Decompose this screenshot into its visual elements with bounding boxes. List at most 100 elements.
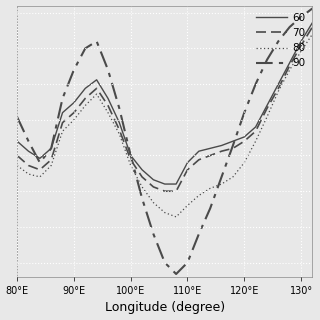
70 [83, 96, 87, 100]
90 [208, 206, 212, 210]
80 [83, 104, 87, 108]
70 [140, 175, 144, 179]
60 [276, 82, 280, 86]
90 [72, 68, 76, 72]
60 [60, 111, 64, 115]
90 [15, 115, 19, 119]
60 [49, 147, 53, 150]
90 [265, 58, 269, 62]
60 [151, 178, 155, 182]
60 [220, 144, 223, 148]
90 [151, 232, 155, 236]
80 [208, 187, 212, 190]
60 [83, 86, 87, 90]
70 [299, 44, 303, 47]
90 [83, 46, 87, 50]
80 [129, 164, 132, 167]
80 [117, 132, 121, 136]
80 [242, 161, 246, 164]
80 [231, 175, 235, 179]
70 [242, 139, 246, 143]
60 [27, 149, 30, 153]
90 [163, 261, 167, 265]
80 [72, 118, 76, 122]
60 [95, 78, 99, 82]
70 [163, 189, 167, 193]
60 [163, 182, 167, 186]
70 [276, 86, 280, 90]
70 [15, 154, 19, 157]
70 [174, 189, 178, 193]
70 [95, 86, 99, 90]
70 [106, 104, 110, 108]
Line: 90: 90 [17, 8, 312, 274]
80 [310, 32, 314, 36]
70 [129, 158, 132, 162]
60 [265, 104, 269, 108]
90 [27, 139, 30, 143]
70 [254, 129, 258, 133]
60 [174, 182, 178, 186]
80 [15, 164, 19, 167]
60 [38, 156, 42, 160]
80 [276, 89, 280, 93]
90 [174, 272, 178, 276]
60 [299, 39, 303, 43]
60 [117, 121, 121, 124]
80 [254, 139, 258, 143]
X-axis label: Longitude (degree): Longitude (degree) [105, 301, 225, 315]
60 [310, 21, 314, 25]
60 [288, 61, 292, 65]
Legend: 60, 70, 80, 90: 60, 70, 80, 90 [253, 11, 307, 70]
70 [49, 158, 53, 162]
90 [254, 82, 258, 86]
60 [72, 101, 76, 105]
70 [117, 128, 121, 132]
Line: 60: 60 [17, 23, 312, 184]
80 [186, 204, 189, 207]
90 [186, 261, 189, 265]
90 [220, 175, 223, 179]
90 [197, 232, 201, 236]
60 [254, 125, 258, 129]
60 [186, 161, 189, 164]
90 [129, 154, 132, 157]
80 [27, 172, 30, 176]
80 [60, 129, 64, 133]
90 [276, 39, 280, 43]
80 [220, 182, 223, 186]
70 [38, 168, 42, 172]
70 [151, 185, 155, 189]
60 [197, 149, 201, 153]
80 [49, 164, 53, 167]
90 [288, 25, 292, 29]
60 [140, 168, 144, 172]
90 [140, 196, 144, 200]
70 [265, 107, 269, 110]
70 [310, 25, 314, 29]
70 [231, 147, 235, 150]
90 [231, 144, 235, 148]
90 [242, 111, 246, 115]
80 [38, 175, 42, 179]
70 [72, 111, 76, 115]
80 [174, 215, 178, 219]
90 [310, 6, 314, 10]
60 [208, 147, 212, 150]
90 [60, 96, 64, 100]
80 [265, 115, 269, 119]
80 [106, 111, 110, 115]
70 [208, 154, 212, 157]
80 [288, 68, 292, 72]
60 [242, 135, 246, 139]
60 [106, 96, 110, 100]
80 [299, 49, 303, 53]
70 [27, 164, 30, 167]
Line: 70: 70 [17, 27, 312, 191]
90 [106, 68, 110, 72]
80 [197, 194, 201, 197]
90 [117, 107, 121, 110]
80 [140, 185, 144, 189]
90 [95, 39, 99, 43]
70 [60, 121, 64, 124]
